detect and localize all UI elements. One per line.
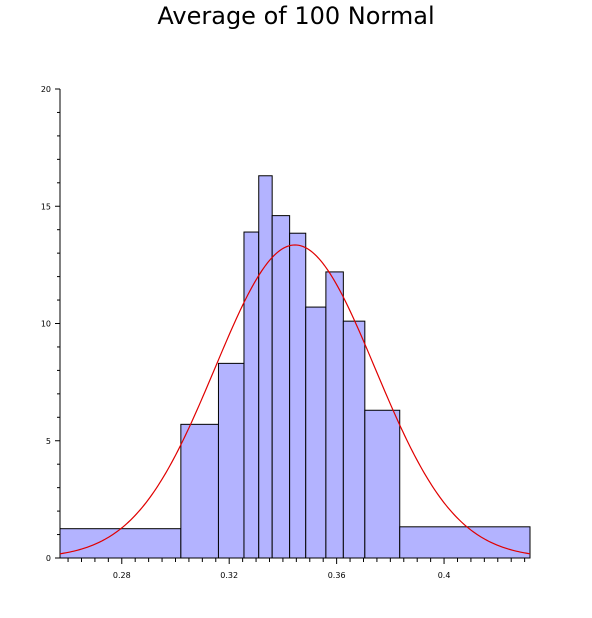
chart-title: Average of 100 Normal (157, 2, 435, 30)
histogram-bar (289, 232, 307, 559)
histogram-bar (342, 320, 366, 559)
histogram-bar (364, 409, 401, 559)
density-curve (59, 244, 531, 555)
y-tick-label: 5 (46, 437, 51, 446)
y-tick-label: 15 (41, 202, 51, 211)
axes-group: 0 5 10 15 20 0.28 0.32 0.36 0.4 (41, 85, 530, 580)
y-tick-label: 0 (46, 554, 51, 563)
bars-group (59, 175, 531, 559)
y-tick-label: 10 (41, 320, 51, 329)
y-tick-label: 20 (41, 85, 51, 94)
histogram-bar (243, 231, 260, 559)
histogram-bar (217, 362, 245, 559)
histogram-bar (325, 271, 344, 559)
histogram-bar (59, 528, 182, 559)
x-tick-label: 0.32 (220, 571, 238, 580)
histogram-bar (258, 175, 273, 559)
x-tick-label: 0.4 (438, 571, 451, 580)
histogram-bar (305, 306, 327, 559)
histogram-bar (399, 526, 531, 559)
histogram-bar (271, 215, 291, 559)
x-tick-label: 0.28 (113, 571, 131, 580)
x-tick-label: 0.36 (328, 571, 346, 580)
histogram-bar (180, 423, 219, 559)
